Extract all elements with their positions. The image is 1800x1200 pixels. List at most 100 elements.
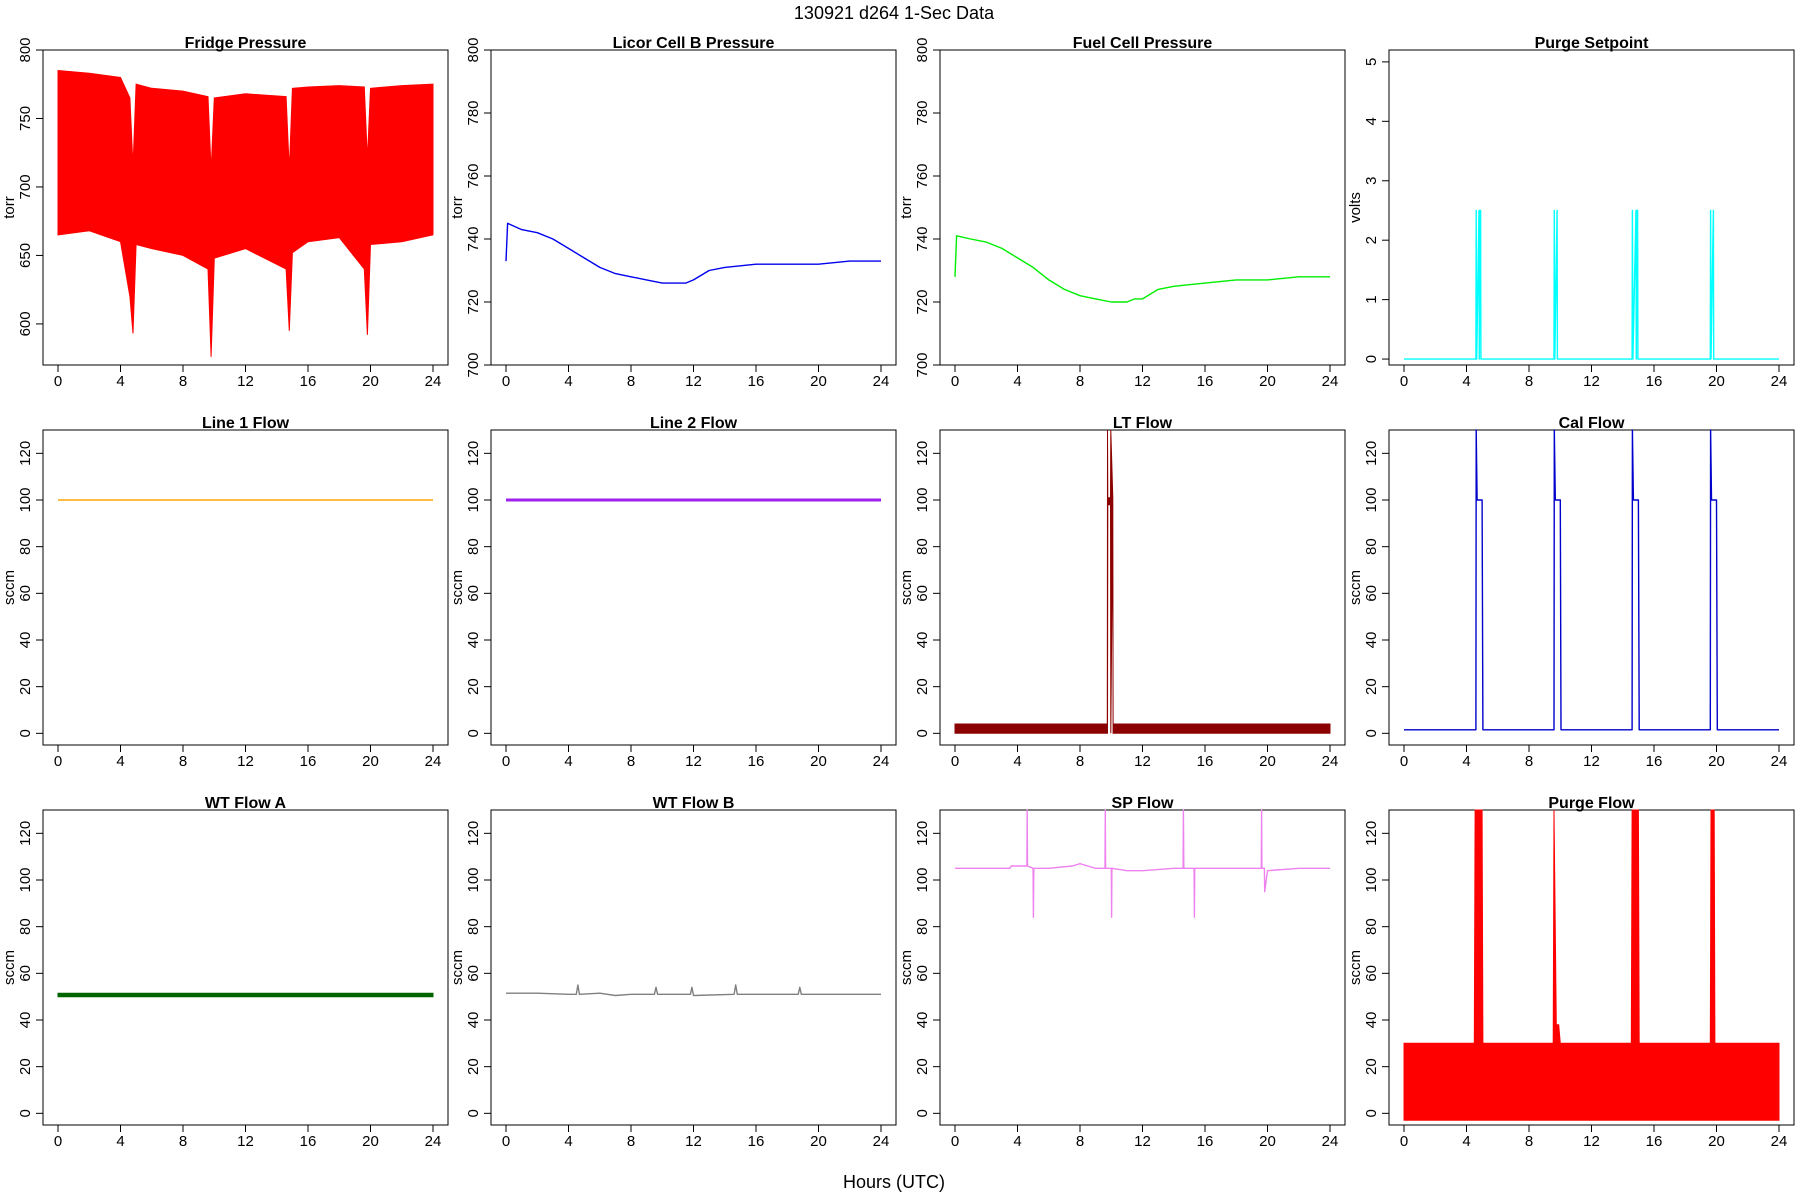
figure-x-label: Hours (UTC): [843, 1172, 945, 1192]
plot-frame: [939, 429, 1346, 746]
x-tick-label: 20: [1708, 373, 1725, 390]
plot-frame: [1388, 429, 1795, 746]
x-tick-label: 12: [685, 1133, 702, 1150]
x-tick-label: 16: [748, 1133, 765, 1150]
y-tick-label: 80: [17, 538, 34, 555]
x-tick-label: 8: [1076, 753, 1084, 770]
y-tick-label: 60: [17, 965, 34, 982]
x-tick-label: 24: [425, 1133, 442, 1150]
y-tick-label: 60: [1363, 585, 1380, 602]
y-tick-label: 760: [465, 163, 482, 188]
y-tick-label: 40: [465, 1012, 482, 1029]
x-tick-label: 16: [748, 753, 765, 770]
y-tick-label: 40: [17, 1012, 34, 1029]
series-line: [1404, 209, 1779, 360]
y-tick-label: 100: [465, 867, 482, 892]
x-tick-label: 8: [1076, 1133, 1084, 1150]
y-axis-label: sccm: [449, 570, 466, 605]
x-tick-label: 24: [873, 373, 890, 390]
y-tick-label: 20: [1363, 1058, 1380, 1075]
x-tick-label: 8: [1525, 753, 1533, 770]
y-tick-label: 750: [17, 106, 34, 131]
x-tick-label: 0: [1400, 1133, 1408, 1150]
chart-title: Purge Setpoint: [1535, 35, 1649, 52]
y-axis-label: sccm: [898, 950, 915, 985]
y-tick-label: 20: [17, 1058, 34, 1075]
y-tick-label: 3: [1363, 177, 1380, 185]
y-tick-label: 800: [914, 37, 931, 62]
y-tick-label: 120: [914, 441, 931, 466]
y-tick-label: 800: [465, 37, 482, 62]
chart-panel-cal-flow: Cal Flow sccm 0 4 8 12 16 20 24 0 20 40 60 80 100 120: [1347, 415, 1795, 770]
series-band: [1403, 809, 1780, 1121]
y-tick-label: 0: [1363, 729, 1380, 737]
x-tick-label: 16: [748, 373, 765, 390]
chart-title: SP Flow: [1112, 795, 1174, 812]
x-tick-label: 12: [237, 373, 254, 390]
y-tick-label: 0: [465, 729, 482, 737]
y-axis-label: sccm: [449, 950, 466, 985]
y-tick-label: 650: [17, 243, 34, 268]
x-tick-label: 4: [564, 373, 572, 390]
y-tick-label: 740: [914, 226, 931, 251]
x-tick-label: 20: [1259, 373, 1276, 390]
x-tick-label: 12: [1134, 1133, 1151, 1150]
plot-frame: [939, 809, 1346, 1126]
y-tick-label: 80: [17, 918, 34, 935]
chart-title: Line 1 Flow: [202, 415, 290, 432]
x-tick-label: 24: [1322, 753, 1339, 770]
plot-frame: [490, 809, 897, 1126]
x-tick-label: 16: [1646, 753, 1663, 770]
x-tick-label: 0: [54, 753, 62, 770]
x-tick-label: 12: [1583, 1133, 1600, 1150]
y-tick-label: 40: [914, 1012, 931, 1029]
x-tick-label: 8: [1525, 373, 1533, 390]
x-tick-label: 8: [179, 373, 187, 390]
x-tick-label: 24: [1771, 373, 1788, 390]
y-tick-label: 740: [465, 226, 482, 251]
x-tick-label: 0: [951, 1133, 959, 1150]
y-tick-label: 120: [465, 821, 482, 846]
plot-frame: [42, 429, 449, 746]
chart-panel-fuel-cell-pressure: Fuel Cell Pressure torr 0 4 8 12 16 20 24 700 720 7…: [898, 35, 1346, 390]
y-tick-label: 120: [1363, 821, 1380, 846]
x-tick-label: 20: [1708, 753, 1725, 770]
y-tick-label: 80: [465, 918, 482, 935]
series-band: [57, 69, 434, 357]
y-tick-label: 0: [465, 1109, 482, 1117]
x-tick-label: 4: [1013, 1133, 1021, 1150]
x-tick-label: 12: [237, 753, 254, 770]
y-tick-label: 80: [914, 538, 931, 555]
y-axis-label: sccm: [1347, 570, 1364, 605]
x-tick-label: 4: [116, 753, 124, 770]
x-tick-label: 16: [1197, 1133, 1214, 1150]
y-tick-label: 60: [914, 965, 931, 982]
plot-frame: [42, 809, 449, 1126]
chart-title: Licor Cell B Pressure: [613, 35, 775, 52]
chart-panel-line-2-flow: Line 2 Flow sccm 0 4 8 12 16 20 24 0 20 40 60 80 100 12…: [449, 415, 897, 770]
chart-title: Cal Flow: [1559, 415, 1625, 432]
x-tick-label: 20: [362, 1133, 379, 1150]
y-tick-label: 40: [1363, 1012, 1380, 1029]
x-tick-label: 4: [1013, 753, 1021, 770]
x-tick-label: 20: [810, 1133, 827, 1150]
x-tick-label: 0: [951, 373, 959, 390]
y-tick-label: 60: [914, 585, 931, 602]
y-tick-label: 40: [17, 632, 34, 649]
x-tick-label: 20: [362, 753, 379, 770]
y-tick-label: 2: [1363, 236, 1380, 244]
x-tick-label: 20: [1259, 1133, 1276, 1150]
x-tick-label: 12: [1134, 373, 1151, 390]
x-tick-label: 0: [1400, 753, 1408, 770]
y-tick-label: 760: [914, 163, 931, 188]
y-tick-label: 720: [914, 289, 931, 314]
x-tick-label: 24: [1322, 1133, 1339, 1150]
y-tick-label: 60: [17, 585, 34, 602]
y-tick-label: 120: [914, 821, 931, 846]
x-tick-label: 12: [237, 1133, 254, 1150]
plot-frame: [939, 49, 1346, 366]
y-tick-label: 80: [1363, 538, 1380, 555]
x-tick-label: 16: [1646, 373, 1663, 390]
y-tick-label: 20: [1363, 678, 1380, 695]
